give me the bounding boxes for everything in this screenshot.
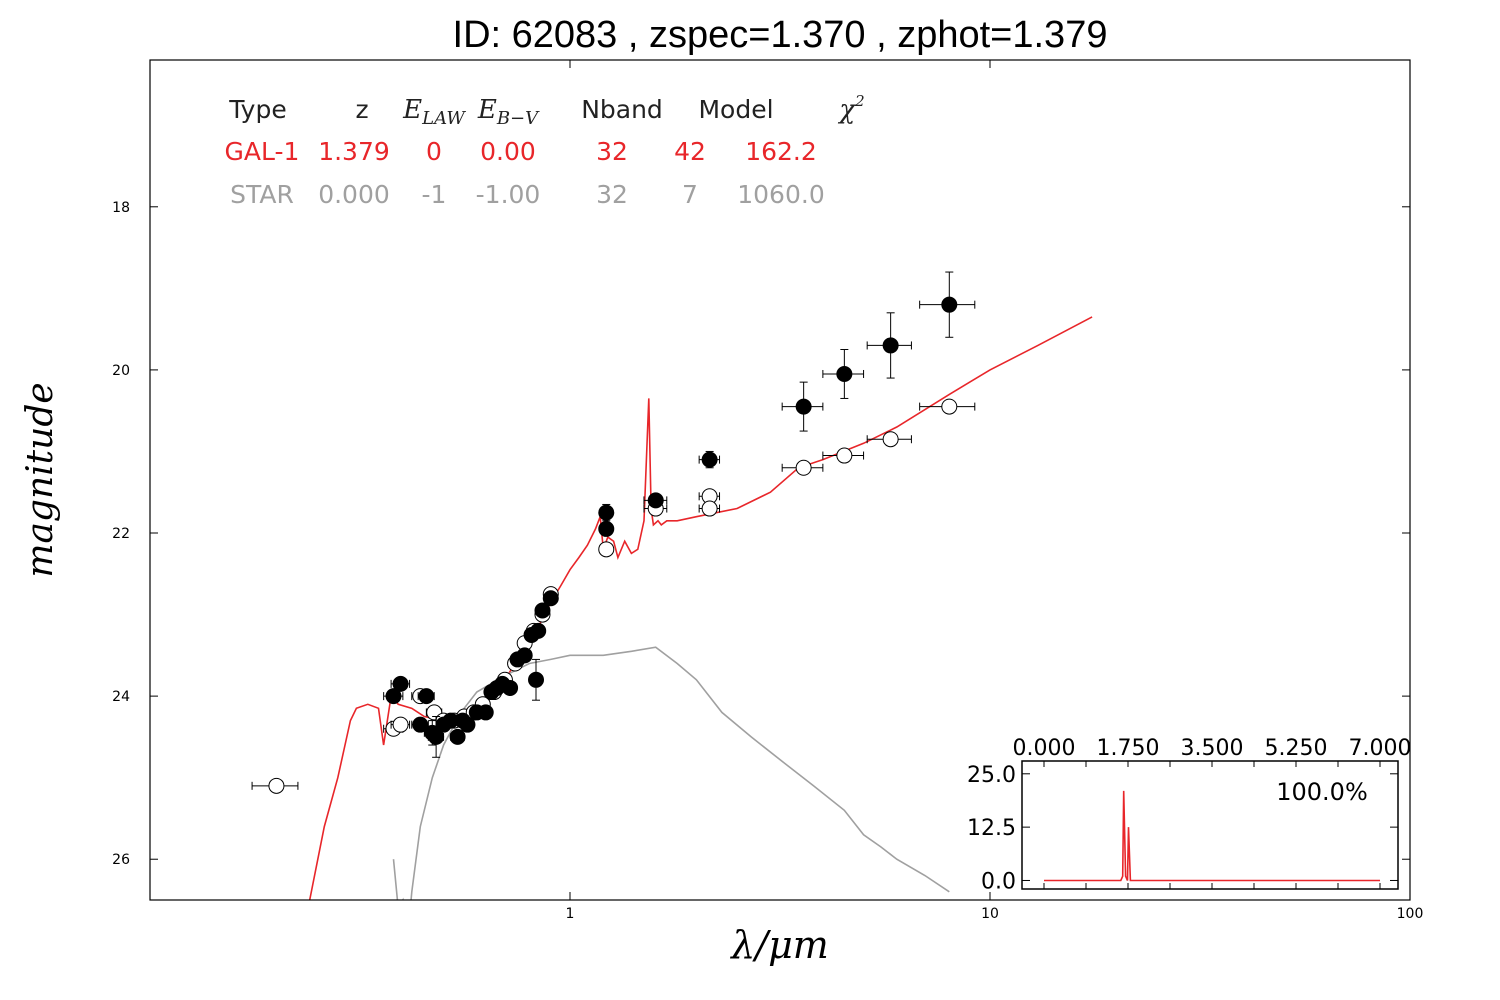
inset-y-tick-label: 0.0 (981, 869, 1016, 894)
x-tick-label: 100 (1397, 906, 1424, 922)
observed-point (598, 520, 615, 537)
x-tick-label: 1 (566, 906, 575, 922)
table-cell: 7 (682, 180, 698, 209)
inset-x-tick-label: 5.250 (1265, 736, 1328, 761)
chart-title: ID: 62083 , zspec=1.370 , zphot=1.379 (452, 14, 1108, 56)
plot-frame (149, 59, 1411, 901)
observed-point (598, 504, 615, 521)
observed-point (528, 671, 545, 688)
observed-point (795, 398, 812, 415)
table-cell: -1 (422, 180, 447, 209)
x-tick-label: 10 (981, 906, 999, 922)
observed-point (449, 728, 466, 745)
model-point (836, 447, 853, 464)
observed-point (542, 590, 559, 607)
observed-point (477, 704, 494, 721)
observed-point (530, 622, 547, 639)
table-cell: STAR (230, 180, 294, 209)
inset-frame (1021, 760, 1399, 890)
table-cell: 0 (426, 137, 442, 166)
observed-point (502, 679, 519, 696)
observed-point (516, 647, 533, 664)
inset-x-tick-label: 7.000 (1349, 736, 1412, 761)
observed-point (882, 337, 899, 354)
table-cell: GAL-1 (225, 137, 300, 166)
observed-point (534, 602, 551, 619)
observed-point (428, 728, 445, 745)
observed-point (418, 688, 435, 705)
inset-percent-label: 100.0% (1276, 778, 1368, 806)
table-header: χ2 (837, 92, 864, 125)
inset-y-tick-label: 12.5 (967, 816, 1016, 841)
pdz-inset: 0.000 1.750 3.500 5.250 7.000 25.0 12.5 0.0 100.… (967, 736, 1411, 894)
table-header: z (355, 95, 368, 124)
table-cell: 162.2 (745, 137, 817, 166)
y-axis-label: magnitude (20, 382, 61, 577)
inset-x-tick-label: 0.000 (1013, 736, 1076, 761)
observed-point (385, 688, 402, 705)
x-axis-label: λ/μm (729, 923, 829, 967)
table-cell: 32 (596, 137, 628, 166)
table-cell: 1.379 (318, 137, 390, 166)
table-header: Nband (581, 95, 663, 124)
fit-info-table: Type z ELAW EB−V Nband Model χ2 GAL-1 1.379 0 0.00… (225, 92, 865, 209)
observed-point (836, 365, 853, 382)
model-point (795, 459, 812, 476)
table-cell: 0.00 (480, 137, 536, 166)
inset-x-tick-label: 1.750 (1097, 736, 1160, 761)
model-point (701, 500, 718, 517)
y-tick-label: 26 (112, 852, 130, 868)
observed-point (459, 716, 476, 733)
observed-point (392, 675, 409, 692)
table-header: EB−V (477, 95, 540, 129)
y-tick-label: 22 (112, 526, 130, 542)
observed-point (701, 451, 718, 468)
table-header: Model (698, 95, 773, 124)
y-tick-label: 24 (112, 689, 130, 705)
table-cell: 0.000 (318, 180, 390, 209)
model-point (268, 777, 285, 794)
table-header: ELAW (402, 95, 466, 129)
table-cell: 32 (596, 180, 628, 209)
axis-ticks: 1 10 100 18 20 22 24 26 (112, 60, 1423, 922)
table-cell: -1.00 (476, 180, 541, 209)
y-tick-label: 20 (112, 363, 130, 379)
model-point (598, 541, 615, 558)
table-cell: 42 (674, 137, 706, 166)
pdz-line (1044, 790, 1380, 882)
observed-point (647, 492, 664, 509)
photometry-points (251, 271, 976, 794)
model-point (882, 431, 899, 448)
observed-point (941, 296, 958, 313)
inset-x-tick-label: 3.500 (1181, 736, 1244, 761)
table-header: Type (228, 95, 286, 124)
model-point (941, 398, 958, 415)
model-point (392, 716, 409, 733)
table-cell: 1060.0 (737, 180, 824, 209)
observed-point (412, 716, 429, 733)
y-tick-label: 18 (112, 200, 130, 216)
series-line-star (392, 646, 950, 900)
inset-y-tick-label: 25.0 (967, 763, 1016, 788)
